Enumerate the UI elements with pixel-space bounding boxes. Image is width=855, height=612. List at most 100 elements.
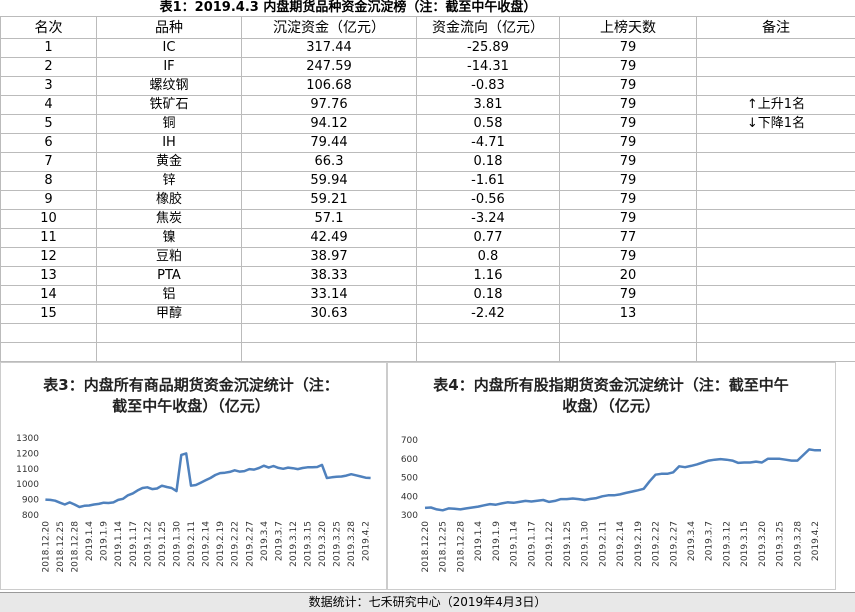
cell: 59.21	[242, 191, 417, 210]
x-tick-label: 2019.1.22	[143, 521, 153, 567]
x-tick-label: 2019.2.19	[634, 521, 644, 567]
x-tick-label: 2019.2.11	[598, 521, 608, 567]
x-tick-label: 2019.1.9	[100, 521, 110, 561]
cell: -0.56	[417, 191, 560, 210]
cell: IH	[97, 134, 242, 153]
cell: 33.14	[242, 286, 417, 305]
x-tick-label: 2018.12.20	[421, 521, 431, 573]
cell: 0.18	[417, 153, 560, 172]
x-tick-label: 2019.1.17	[129, 521, 139, 567]
x-tick-label: 2019.1.14	[114, 521, 124, 567]
x-tick-label: 2019.1.4	[474, 521, 484, 561]
header-cell: 沉淀资金（亿元）	[242, 17, 417, 39]
cell: 13	[560, 305, 697, 324]
footer: 数据统计：七禾研究中心（2019年4月3日）	[0, 592, 855, 612]
header-cell: 品种	[97, 17, 242, 39]
cell: 15	[1, 305, 97, 324]
cell: -25.89	[417, 39, 560, 58]
cell: 12	[1, 248, 97, 267]
cell: 79.44	[242, 134, 417, 153]
remark-cell	[697, 248, 855, 267]
x-tick-label: 2019.3.28	[793, 521, 803, 567]
cell: 铁矿石	[97, 96, 242, 115]
header-cell: 资金流向（亿元）	[417, 17, 560, 39]
cell: 59.94	[242, 172, 417, 191]
data-line	[425, 449, 821, 510]
cell: 镍	[97, 229, 242, 248]
x-tick-label: 2019.3.15	[303, 521, 313, 567]
y-tick-label: 900	[22, 496, 39, 506]
table-title: 表1：2019.4.3 内盘期货品种资金沉淀榜（注：截至中午收盘）	[0, 0, 696, 17]
cell: 79	[560, 96, 697, 115]
cell: 79	[560, 134, 697, 153]
cell: 1.16	[417, 267, 560, 286]
cell: -4.71	[417, 134, 560, 153]
cell: 57.1	[242, 210, 417, 229]
cell: 79	[560, 39, 697, 58]
cell	[242, 324, 417, 343]
cell: 106.68	[242, 77, 417, 96]
cell	[560, 343, 697, 362]
x-tick-label: 2018.12.28	[71, 521, 81, 573]
cell: 铝	[97, 286, 242, 305]
cell: 79	[560, 115, 697, 134]
cell	[97, 324, 242, 343]
x-tick-label: 2018.12.20	[41, 521, 51, 573]
remark-cell: ↑上升1名	[697, 96, 855, 115]
y-tick-label: 1000	[16, 480, 39, 490]
y-tick-label: 300	[401, 511, 418, 521]
x-tick-label: 2019.2.27	[245, 521, 255, 567]
x-tick-label: 2019.1.25	[563, 521, 573, 567]
remark-cell	[697, 77, 855, 96]
x-tick-label: 2019.1.14	[510, 521, 520, 567]
x-tick-label: 2019.4.2	[811, 521, 821, 561]
cell: 38.33	[242, 267, 417, 286]
cell: IC	[97, 39, 242, 58]
x-tick-label: 2019.1.30	[172, 521, 182, 567]
cell	[417, 324, 560, 343]
x-tick-label: 2019.3.12	[289, 521, 299, 567]
cell: -0.83	[417, 77, 560, 96]
y-tick-label: 1200	[16, 449, 39, 459]
cell: 79	[560, 172, 697, 191]
x-tick-label: 2019.4.2	[362, 521, 372, 561]
x-tick-label: 2019.2.14	[616, 521, 626, 567]
cell: 3	[1, 77, 97, 96]
cell: 42.49	[242, 229, 417, 248]
cell: 甲醇	[97, 305, 242, 324]
remark-cell	[697, 39, 855, 58]
x-tick-label: 2019.2.14	[202, 521, 212, 567]
cell: 0.77	[417, 229, 560, 248]
cell: 橡胶	[97, 191, 242, 210]
x-tick-label: 2019.3.25	[333, 521, 343, 567]
cell: 2	[1, 58, 97, 77]
y-tick-label: 400	[401, 492, 418, 502]
header-cell: 备注	[697, 17, 855, 39]
cell: 0.8	[417, 248, 560, 267]
cell: 0.58	[417, 115, 560, 134]
x-tick-label: 2019.1.9	[492, 521, 502, 561]
remark-cell	[697, 286, 855, 305]
cell: 黄金	[97, 153, 242, 172]
x-tick-label: 2019.3.20	[758, 521, 768, 567]
cell: 317.44	[242, 39, 417, 58]
x-tick-label: 2018.12.28	[456, 521, 466, 573]
remark-cell: ↓下降1名	[697, 115, 855, 134]
x-tick-label: 2019.2.22	[231, 521, 241, 567]
cell: 79	[560, 210, 697, 229]
cell: 38.97	[242, 248, 417, 267]
cell: 焦炭	[97, 210, 242, 229]
cell	[97, 343, 242, 362]
cell: -14.31	[417, 58, 560, 77]
table-row: 名次品种沉淀资金（亿元）资金流向（亿元）上榜天数备注	[1, 17, 855, 39]
cell: 6	[1, 134, 97, 153]
y-tick-label: 800	[22, 511, 39, 521]
remark-cell	[697, 172, 855, 191]
